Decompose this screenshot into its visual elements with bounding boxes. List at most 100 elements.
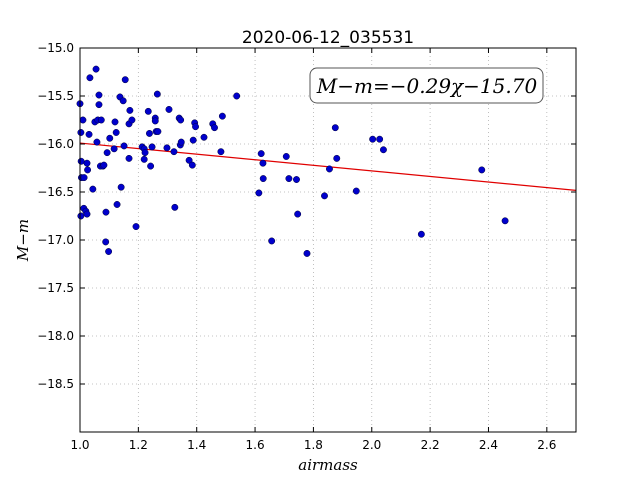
data-point [192,123,199,131]
data-point [170,148,178,156]
data-point [154,128,162,135]
data-point [106,134,114,142]
data-point [100,161,108,169]
data-point [77,129,85,136]
data-point [303,249,311,257]
chart-title: 2020-06-12_035531 [242,28,414,48]
data-point [132,223,140,231]
data-point [268,237,276,245]
y-tick-label: −18.5 [37,377,74,391]
data-point [126,106,134,114]
data-point [282,153,290,160]
y-tick-label: −15.5 [37,89,74,103]
data-point [255,189,263,197]
fit-annotation-box [309,67,544,104]
data-point [417,230,425,238]
data-point [321,192,328,200]
data-point [326,165,333,173]
data-point [141,149,149,157]
data-point [128,116,136,124]
grid-lines [79,47,576,432]
data-point [217,148,225,156]
data-point [97,116,105,124]
data-point [259,175,267,183]
data-point [200,133,208,141]
x-tick-label: 1.2 [129,438,148,452]
data-point [163,144,171,152]
data-point [145,129,153,137]
data-point [293,176,300,183]
data-point [153,90,161,98]
data-point [93,138,101,146]
data-point [177,138,185,146]
data-point [218,112,226,120]
data-point [83,210,91,218]
data-point [120,142,128,150]
data-point [478,166,486,174]
data-point [105,248,113,255]
data-point [369,135,377,143]
data-point [177,116,185,124]
x-tick-label: 1.4 [187,438,206,452]
data-point [501,217,509,225]
y-tick-label: −16.5 [37,185,74,199]
data-point [379,146,387,154]
data-point [285,175,293,183]
fit-annotation-text: M−m=−0.29χ−15.70 [316,74,538,98]
data-point [185,156,193,164]
x-tick-label: 1.8 [304,438,323,452]
y-tick-label: −15.0 [37,41,74,55]
data-point [102,238,110,246]
data-point [376,135,384,143]
data-point [333,154,341,162]
data-point [112,129,120,136]
x-tick-label: 1.0 [70,438,89,452]
data-point [259,159,267,167]
data-point [77,157,85,165]
data-point [144,107,152,115]
y-tick-labels: −15.0 −15.5 −16.0 −16.5 −17.0 −17.5 −18.0 −18.5 [37,41,74,391]
data-point [92,65,100,73]
data-point [147,162,155,170]
data-point [257,150,265,158]
data-point [86,74,94,82]
data-point [189,136,197,144]
data-point [83,159,91,167]
y-tick-label: −17.5 [37,281,74,295]
data-point [165,105,173,113]
data-point [294,210,302,218]
data-point [331,124,339,132]
data-point [113,201,121,208]
data-point [102,208,110,216]
data-point [352,187,360,195]
data-point [111,118,119,126]
data-point [77,212,85,220]
x-tick-labels: 1.0 1.2 1.4 1.6 1.8 2.0 2.2 2.4 2.6 [70,438,556,452]
y-tick-label: −17.0 [37,233,74,247]
data-point [171,203,179,211]
data-point [125,154,133,162]
axis-ticks [79,47,576,432]
data-point [110,145,118,153]
x-tick-label: 2.0 [362,438,381,452]
x-tick-label: 1.6 [246,438,265,452]
data-point [119,97,127,105]
data-point [151,117,159,125]
x-tick-label: 2.6 [537,438,556,452]
x-tick-label: 2.2 [421,438,440,452]
y-tick-label: −18.0 [37,329,74,343]
y-axis-label: M−m [14,219,32,262]
x-tick-label: 2.4 [479,438,498,452]
data-point [140,155,148,163]
data-point [95,101,103,109]
data-point [103,149,111,157]
data-point [89,185,97,193]
data-point [188,161,196,169]
data-point [148,143,156,151]
data-point [85,130,93,138]
y-tick-label: −16.0 [37,137,74,151]
data-point [84,166,92,174]
x-axis-label: airmass [298,456,358,474]
data-point [95,91,103,99]
